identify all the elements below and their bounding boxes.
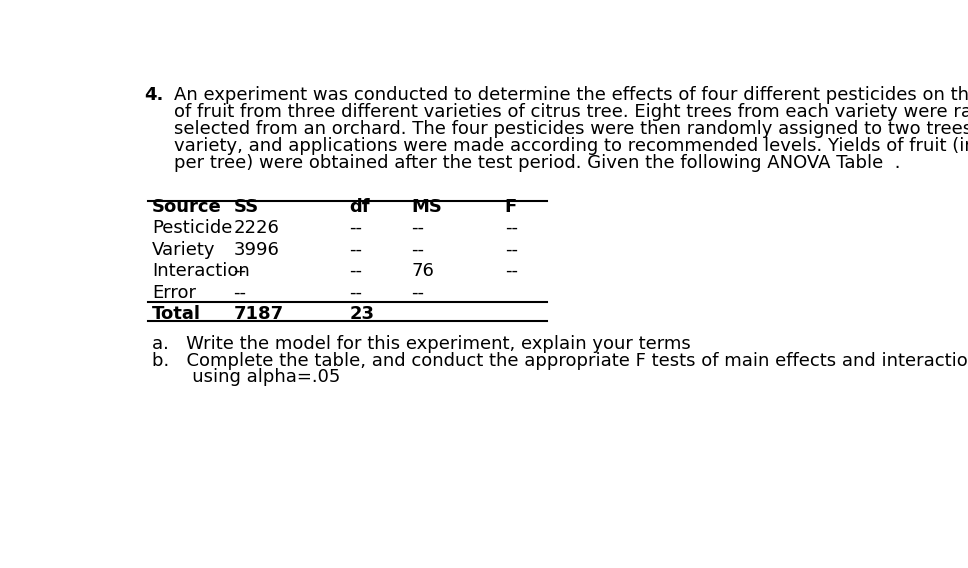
Text: --: -- [233,262,247,280]
Text: MS: MS [411,198,442,215]
Text: --: -- [504,219,518,237]
Text: Interaction: Interaction [152,262,250,280]
Text: Error: Error [152,284,196,302]
Text: --: -- [411,241,425,258]
Text: Source: Source [152,198,222,215]
Text: 3996: 3996 [233,241,279,258]
Text: --: -- [349,219,363,237]
Text: SS: SS [233,198,258,215]
Text: Pesticide: Pesticide [152,219,232,237]
Text: 76: 76 [411,262,435,280]
Text: --: -- [349,262,363,280]
Text: 7187: 7187 [233,306,284,323]
Text: using alpha=.05: using alpha=.05 [152,369,341,386]
Text: --: -- [504,262,518,280]
Text: --: -- [411,284,425,302]
Text: Variety: Variety [152,241,216,258]
Text: --: -- [504,241,518,258]
Text: --: -- [411,219,425,237]
Text: variety, and applications were made according to recommended levels. Yields of f: variety, and applications were made acco… [173,137,968,154]
Text: of fruit from three different varieties of citrus tree. Eight trees from each va: of fruit from three different varieties … [173,103,968,121]
Text: --: -- [233,284,247,302]
Text: F: F [504,198,517,215]
Text: An experiment was conducted to determine the effects of four different pesticide: An experiment was conducted to determine… [173,86,968,104]
Text: Total: Total [152,306,201,323]
Text: df: df [349,198,370,215]
Text: 2226: 2226 [233,219,279,237]
Text: b.   Complete the table, and conduct the appropriate F tests of main effects and: b. Complete the table, and conduct the a… [152,352,968,370]
Text: --: -- [349,241,363,258]
Text: per tree) were obtained after the test period. Given the following ANOVA Table  : per tree) were obtained after the test p… [173,153,900,172]
Text: --: -- [349,284,363,302]
Text: 23: 23 [349,306,375,323]
Text: selected from an orchard. The four pesticides were then randomly assigned to two: selected from an orchard. The four pesti… [173,120,968,138]
Text: a.   Write the model for this experiment, explain your terms: a. Write the model for this experiment, … [152,335,691,353]
Text: 4.: 4. [144,86,164,104]
